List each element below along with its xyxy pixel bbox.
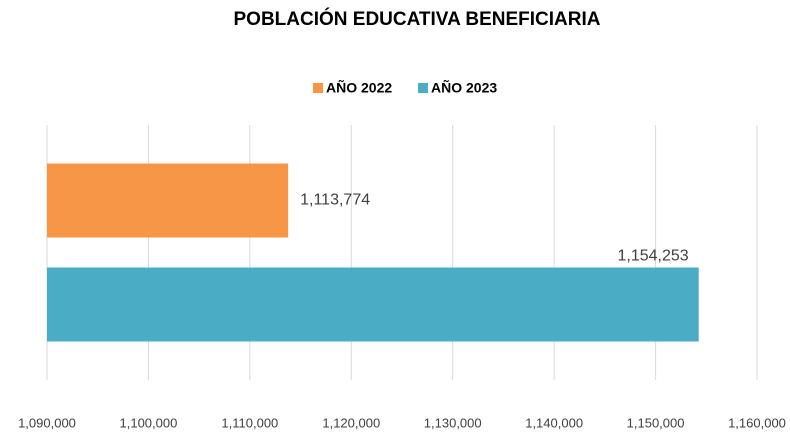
- bar: [47, 267, 699, 342]
- chart-title: POBLACIÓN EDUCATIVA BENEFICIARIA: [234, 8, 601, 30]
- bar: [47, 163, 289, 238]
- legend-label: AÑO 2023: [431, 79, 497, 96]
- data-label: 1,113,774: [300, 192, 370, 209]
- data-label: 1,154,253: [618, 248, 689, 265]
- legend-swatch: [418, 83, 428, 93]
- x-tick-label: 1,120,000: [322, 415, 380, 430]
- x-tick-label: 1,150,000: [627, 415, 685, 430]
- x-tick-label: 1,090,000: [18, 415, 76, 430]
- legend-label: AÑO 2022: [326, 79, 392, 96]
- x-tick-label: 1,110,000: [221, 415, 278, 430]
- x-tick-label: 1,130,000: [424, 415, 482, 430]
- legend-swatch: [313, 83, 323, 93]
- x-tick-label: 1,160,000: [728, 415, 786, 430]
- x-tick-label: 1,100,000: [120, 415, 178, 430]
- x-tick-label: 1,140,000: [525, 415, 583, 430]
